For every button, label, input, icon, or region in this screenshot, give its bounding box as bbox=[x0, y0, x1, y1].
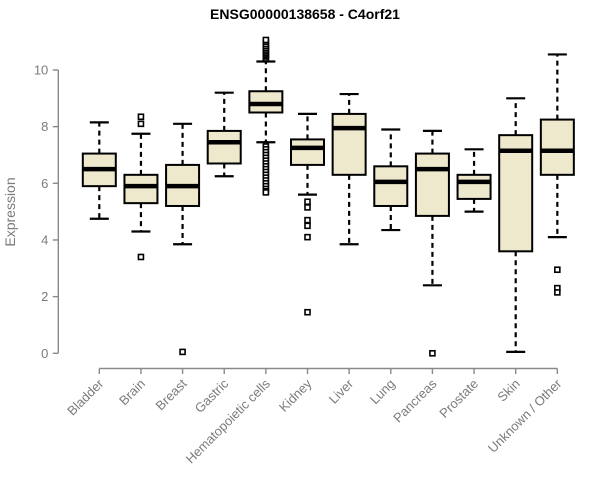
outlier-point bbox=[262, 189, 270, 196]
iqr-box bbox=[373, 165, 409, 207]
outlier-point bbox=[137, 253, 145, 261]
box-plot-group bbox=[165, 122, 201, 356]
iqr-box bbox=[123, 173, 159, 205]
y-tick-label: 8 bbox=[41, 119, 48, 134]
outlier-point bbox=[262, 36, 270, 44]
box-plot-group bbox=[123, 113, 159, 261]
y-tick-label: 4 bbox=[41, 232, 48, 247]
box-plot-group bbox=[206, 91, 242, 178]
boxes-layer bbox=[81, 36, 575, 357]
x-tick-label: Liver bbox=[326, 376, 357, 407]
chart-title: ENSG00000138658 - C4orf21 bbox=[210, 6, 400, 22]
outlier-point bbox=[304, 204, 311, 211]
outlier-point bbox=[304, 216, 311, 224]
box-plot-group bbox=[373, 128, 409, 232]
iqr-box bbox=[456, 173, 492, 200]
box-plot-group bbox=[498, 97, 534, 353]
box-plot-group bbox=[414, 129, 450, 357]
x-tick-label: Lung bbox=[367, 376, 398, 407]
iqr-box bbox=[290, 138, 325, 166]
box-plot-group bbox=[331, 92, 367, 246]
iqr-box bbox=[331, 112, 367, 176]
x-tick-label: Prostate bbox=[436, 376, 481, 421]
x-tick-label: Unknown / Other bbox=[485, 376, 565, 456]
iqr-box bbox=[206, 129, 242, 165]
outlier-point bbox=[429, 349, 436, 357]
outlier-point bbox=[304, 233, 311, 241]
iqr-box bbox=[539, 118, 575, 176]
x-tick-label: Brain bbox=[116, 376, 148, 408]
y-tick-label: 0 bbox=[41, 346, 48, 361]
x-tick-label: Kidney bbox=[276, 376, 315, 415]
outlier-point bbox=[179, 348, 186, 356]
x-tick-label: Skin bbox=[494, 376, 522, 404]
outlier-point bbox=[304, 308, 311, 316]
x-tick-label: Bladder bbox=[64, 376, 107, 419]
outlier-point bbox=[304, 222, 311, 230]
outlier-point bbox=[554, 289, 561, 296]
box-plot-group bbox=[456, 148, 492, 213]
x-tick-label: Breast bbox=[153, 376, 190, 413]
outlier-point bbox=[137, 120, 145, 128]
y-axis-label: Expression bbox=[2, 177, 18, 246]
y-tick-label: 10 bbox=[34, 63, 48, 78]
outlier-point bbox=[554, 266, 561, 274]
iqr-box bbox=[414, 152, 450, 217]
box-plot-group bbox=[248, 36, 284, 196]
box-plot-group bbox=[290, 112, 325, 316]
iqr-box bbox=[498, 134, 534, 253]
outlier-point bbox=[304, 198, 311, 206]
outlier-point bbox=[137, 113, 145, 121]
x-tick-label: Gastric bbox=[192, 376, 232, 416]
y-tick-label: 6 bbox=[41, 176, 48, 191]
x-tick-label: Pancreas bbox=[390, 376, 440, 426]
box-plot-group bbox=[81, 121, 117, 220]
y-tick-label: 2 bbox=[41, 289, 48, 304]
box-plot-group bbox=[539, 53, 575, 296]
